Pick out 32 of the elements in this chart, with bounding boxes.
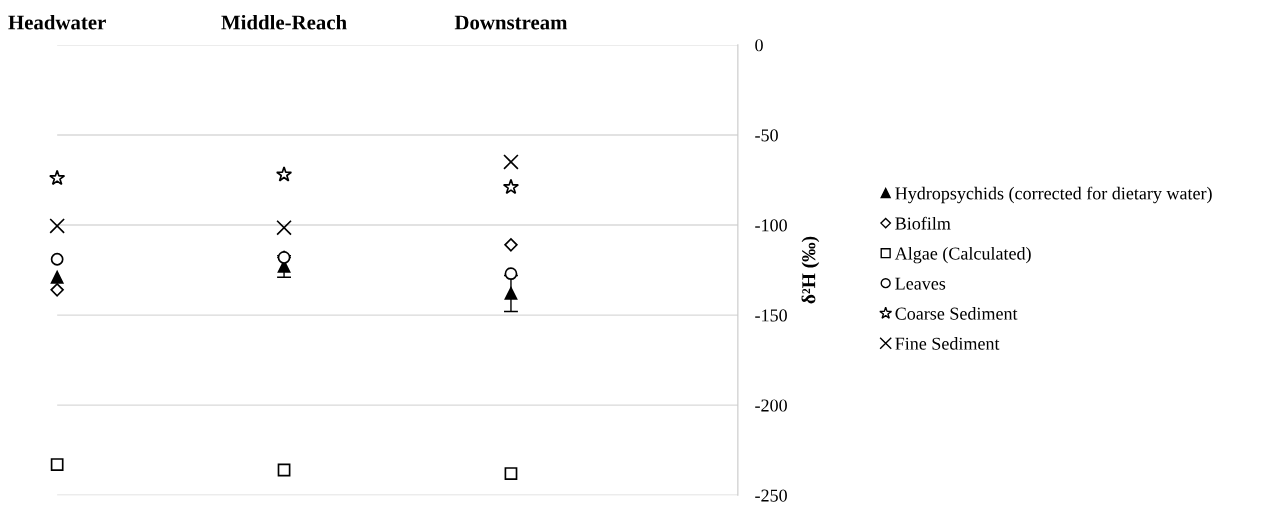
- point: [49, 169, 66, 186]
- point: [504, 287, 518, 300]
- point: [50, 458, 64, 471]
- y-tick-label: -150: [755, 309, 787, 322]
- legend-label: Biofilm: [895, 216, 951, 230]
- x-tick-label: Downstream: [454, 15, 568, 30]
- point: [277, 463, 291, 477]
- y-tick-label: -100: [755, 219, 787, 232]
- point: [504, 238, 518, 252]
- point: [275, 166, 293, 182]
- legend-label: Leaves: [895, 277, 946, 290]
- legend-label: Hydropsychids (corrected for dietary water): [895, 186, 1212, 204]
- point: [50, 283, 64, 297]
- point: [504, 467, 518, 480]
- legend-label: Fine Sediment: [895, 337, 1000, 350]
- point: [504, 267, 518, 281]
- point: [50, 252, 64, 266]
- y-tick-label: -250: [755, 489, 787, 502]
- y-tick-label: -200: [755, 399, 787, 412]
- y-axis-title: δ²H (‰): [801, 236, 820, 304]
- point: [49, 218, 65, 234]
- legend-label: Algae (Calculated): [894, 246, 1031, 264]
- point: [503, 154, 519, 170]
- x-tick-label: Headwater: [8, 14, 106, 30]
- y-tick-label: -50: [755, 129, 778, 142]
- x-tick-label: Middle-Reach: [221, 14, 347, 30]
- point: [276, 219, 292, 236]
- legend-label: Coarse Sediment: [895, 307, 1018, 320]
- point: [277, 251, 291, 264]
- point: [502, 178, 520, 195]
- y-tick-label: 0: [755, 39, 763, 52]
- point: [50, 270, 64, 284]
